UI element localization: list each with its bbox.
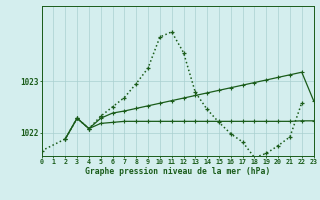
X-axis label: Graphe pression niveau de la mer (hPa): Graphe pression niveau de la mer (hPa) bbox=[85, 167, 270, 176]
